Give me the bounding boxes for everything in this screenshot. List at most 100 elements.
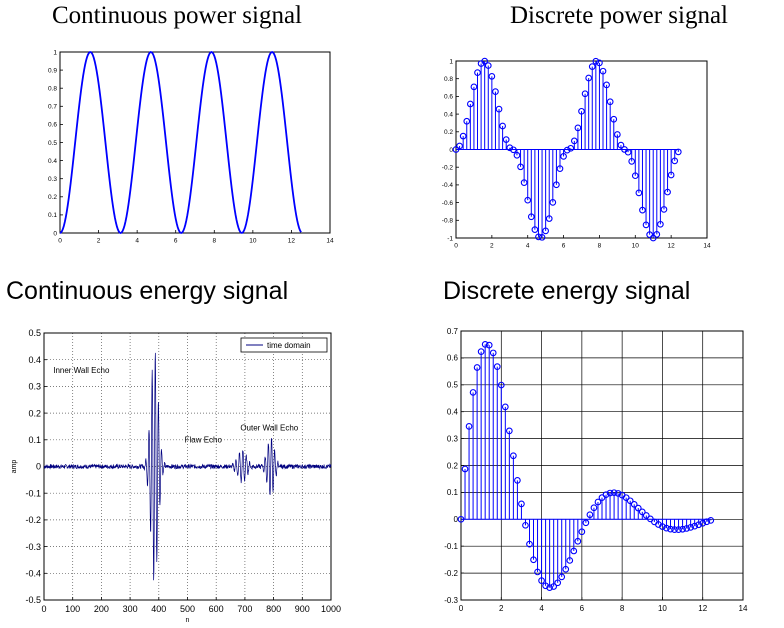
legend: time domain <box>240 337 328 353</box>
stem-marker <box>691 522 699 530</box>
stem-marker <box>599 67 607 75</box>
y-tick-label: -0.3 <box>444 596 458 605</box>
disc-energy-plot: 0 2 4 6 8 10 12 14 -0.3 -0.2 -0.1 0 0.1 0.2 0.3 0.4 0.5 0… <box>444 327 748 613</box>
x-tick-label: 12 <box>668 243 676 250</box>
y-tick-label: 0.8 <box>48 85 57 92</box>
series-line <box>43 352 332 581</box>
stem-marker <box>567 144 575 152</box>
stem-marker <box>679 525 686 533</box>
x-tick-label: 0 <box>41 604 46 614</box>
y-tick-label: -0.2 <box>444 569 458 578</box>
x-tick-label: 100 <box>65 604 80 614</box>
x-tick-label: 10 <box>249 238 257 245</box>
annotation-label: Outer Wall Echo <box>240 423 298 432</box>
stem-marker <box>481 57 489 65</box>
stem-marker <box>622 494 630 502</box>
stem-marker <box>538 577 545 584</box>
x-tick-label: 400 <box>151 604 166 614</box>
stem-marker <box>592 57 600 65</box>
stem-marker <box>657 220 664 228</box>
stem-marker <box>695 521 703 529</box>
y-tick-label: 0.4 <box>28 355 41 365</box>
stem-marker <box>499 122 506 130</box>
stem-marker <box>506 144 514 152</box>
stem-marker <box>628 158 636 165</box>
stem-marker <box>502 136 510 143</box>
y-tick-label: -1 <box>447 235 453 242</box>
x-tick-label: 800 <box>266 604 281 614</box>
stem-marker <box>517 163 524 171</box>
stem-marker <box>463 117 471 125</box>
x-tick-label: 600 <box>209 604 224 614</box>
y-tick-label: 0.1 <box>447 488 459 497</box>
stem-marker <box>642 221 650 229</box>
x-tick-label: 2 <box>97 238 101 245</box>
y-tick-label: 0.3 <box>48 176 57 183</box>
stem-marker <box>489 349 497 357</box>
plot-frame <box>59 51 331 234</box>
disc-energy-title: Discrete energy signal <box>443 277 691 305</box>
stem-marker <box>581 90 589 98</box>
stem-marker <box>510 146 517 154</box>
stem-marker <box>535 233 542 241</box>
stem-marker <box>505 427 513 435</box>
stem-marker <box>492 88 499 96</box>
stem-marker <box>459 132 467 140</box>
stem-marker <box>452 146 460 153</box>
x-tick-label: 1000 <box>321 604 341 614</box>
x-tick-label: 10 <box>632 243 640 250</box>
stem-marker <box>566 557 574 564</box>
stem-marker <box>554 579 562 587</box>
x-tick-label: 6 <box>562 243 566 250</box>
y-tick-label: 0 <box>36 462 41 472</box>
x-tick-label: 4 <box>526 243 530 250</box>
stem-marker <box>553 181 560 189</box>
y-tick-label: 0.6 <box>444 94 453 101</box>
stem-marker <box>642 512 650 519</box>
stem-marker <box>485 341 493 349</box>
x-tick-label: 0 <box>459 604 464 613</box>
stem-marker <box>663 524 670 532</box>
stem-marker <box>469 389 477 396</box>
stem-marker <box>617 141 625 149</box>
stem-marker <box>556 165 564 172</box>
stem-marker <box>514 477 521 484</box>
y-tick-label: 0 <box>53 230 57 237</box>
stem-marker <box>493 363 501 370</box>
stem-marker <box>477 348 485 355</box>
stem-marker <box>524 196 532 204</box>
stem-marker <box>596 59 603 67</box>
stem-marker <box>614 490 622 497</box>
stem-marker <box>585 74 593 82</box>
y-tick-label: 0.7 <box>48 104 57 111</box>
y-tick-label: -0.2 <box>442 164 454 171</box>
stem-marker <box>586 511 594 519</box>
stem-marker <box>578 107 585 115</box>
stem-marker <box>518 500 525 508</box>
x-tick-label: 2 <box>490 243 494 250</box>
stem-marker <box>610 489 618 497</box>
x-tick-label: 8 <box>598 243 602 250</box>
x-tick-label: 12 <box>288 238 296 245</box>
stem-marker <box>542 227 549 235</box>
stem-marker <box>574 124 582 132</box>
stem-marker <box>473 364 481 371</box>
x-tick-label: 14 <box>703 243 711 250</box>
stem-marker <box>562 565 570 573</box>
stem-marker <box>671 526 678 533</box>
stem-marker <box>703 518 711 526</box>
stem-marker <box>560 153 567 160</box>
x-tick-label: 4 <box>135 238 139 245</box>
x-tick-label: 14 <box>739 604 748 613</box>
y-tick-label: -0.4 <box>25 568 41 578</box>
stem-marker <box>707 517 715 524</box>
stem-marker <box>465 423 473 430</box>
stem-marker <box>675 526 682 533</box>
y-tick-label: 0.6 <box>447 354 459 363</box>
stem-marker <box>578 528 586 536</box>
y-tick-label: 0.4 <box>444 111 453 118</box>
stem-marker <box>545 215 553 222</box>
stem-marker <box>549 198 557 206</box>
x-tick-label: 0 <box>454 243 458 250</box>
stem-marker <box>526 540 533 548</box>
